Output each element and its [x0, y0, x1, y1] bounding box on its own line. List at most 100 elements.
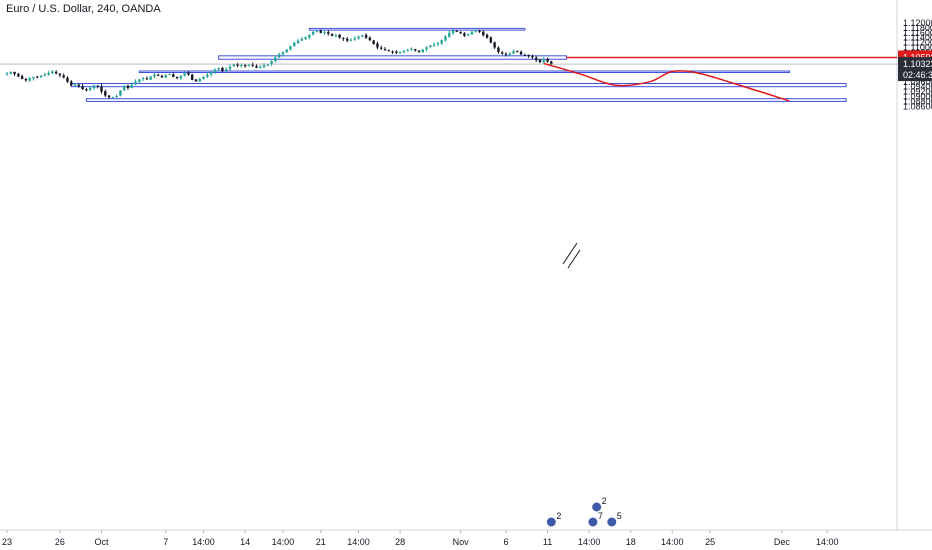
candle-body	[111, 97, 115, 99]
candle-body	[13, 71, 16, 74]
candle-body	[251, 64, 254, 66]
candle-body	[149, 76, 152, 80]
candle-body	[88, 87, 92, 91]
candle-body	[308, 34, 311, 38]
support-resistance-zone	[138, 70, 790, 73]
candle-body	[240, 65, 243, 67]
candle-body	[168, 73, 171, 75]
event-count-label: 2	[602, 496, 607, 506]
candle-body	[70, 81, 73, 86]
candle-body	[531, 56, 534, 58]
candle-body	[493, 42, 496, 48]
candle-body	[349, 39, 353, 41]
candle-body	[62, 75, 65, 78]
candle-body	[429, 45, 432, 48]
current-price-label: 1.10323	[903, 59, 932, 69]
candle-body	[281, 52, 285, 55]
x-tick-label: 18	[626, 537, 636, 547]
y-tick-label: 1.08600	[903, 101, 932, 111]
candle-body	[459, 31, 462, 34]
current-price-tag	[898, 57, 932, 82]
candle-body	[198, 78, 201, 82]
candle-body	[160, 75, 164, 78]
candle-body	[482, 31, 485, 36]
candle-body	[376, 43, 379, 48]
candle-body	[157, 74, 160, 76]
y-tick-label: 1.09200	[903, 87, 932, 97]
event-count-label: 5	[617, 511, 622, 521]
candle-body	[474, 30, 477, 32]
x-tick-label: 14:00	[816, 537, 839, 547]
candle-body	[130, 84, 133, 88]
x-tick-label: 28	[395, 537, 405, 547]
candle-body	[440, 40, 443, 44]
candle-body	[266, 64, 270, 66]
candle-body	[277, 54, 281, 58]
candle-body	[402, 50, 406, 53]
candle-body	[546, 58, 549, 62]
x-tick-label: 14:00	[272, 537, 295, 547]
candle-body	[221, 67, 224, 71]
candle-body	[421, 49, 424, 53]
x-tick-label: 21	[316, 537, 326, 547]
candle-body	[504, 53, 508, 55]
candle-body	[323, 32, 326, 34]
candle-body	[395, 51, 398, 53]
x-tick-label: 11	[543, 537, 552, 547]
x-tick-label: Dec	[774, 537, 791, 547]
x-tick-label: 14:00	[578, 537, 601, 547]
candle-body	[311, 31, 315, 35]
candle-body	[24, 78, 28, 81]
y-tick-label: 1.08800	[903, 96, 932, 106]
candle-body	[107, 95, 111, 98]
candle-body	[342, 37, 345, 39]
candle-body	[141, 78, 145, 80]
candle-body	[315, 30, 319, 32]
candle-body	[296, 40, 300, 44]
candle-body	[304, 37, 307, 40]
candle-body	[194, 79, 198, 82]
candle-body	[353, 38, 356, 40]
support-resistance-zone	[85, 98, 847, 102]
y-tick-label: 1.11800	[903, 23, 932, 33]
candle-body	[380, 47, 383, 49]
x-tick-label: 23	[2, 537, 12, 547]
candle-body	[451, 30, 455, 34]
event-flag-icon	[545, 516, 557, 528]
candle-body	[300, 38, 304, 41]
candle-body	[274, 57, 277, 62]
candle-body	[550, 61, 553, 65]
candle-body	[414, 49, 417, 51]
candle-body	[247, 64, 251, 66]
candle-body	[153, 74, 156, 77]
candle-body	[425, 47, 428, 50]
channel-line	[567, 249, 581, 269]
projection-curve	[543, 62, 790, 102]
candle-body	[255, 65, 258, 68]
candle-body	[145, 78, 149, 80]
x-tick-label: Nov	[453, 537, 470, 547]
candle-body	[115, 96, 118, 98]
candle-body	[73, 84, 77, 86]
candle-body	[47, 72, 50, 75]
candle-body	[81, 86, 84, 90]
channel-line	[562, 242, 578, 265]
candle-body	[270, 60, 273, 65]
candle-body	[519, 51, 523, 55]
y-tick-label: 1.11000	[903, 43, 932, 53]
candle-body	[20, 76, 24, 79]
y-tick-label: 1.11600	[903, 28, 932, 38]
candle-body	[122, 86, 126, 91]
y-tick-label: 1.12000	[903, 18, 932, 28]
candle-body	[92, 85, 96, 89]
candle-body	[516, 51, 519, 53]
candle-body	[119, 90, 122, 96]
candle-body	[43, 74, 46, 76]
candle-body	[432, 44, 436, 46]
candle-body	[523, 54, 527, 56]
candle-body	[259, 66, 262, 68]
candle-body	[527, 54, 530, 57]
candle-body	[463, 33, 466, 36]
support-resistance-zone	[70, 83, 847, 88]
